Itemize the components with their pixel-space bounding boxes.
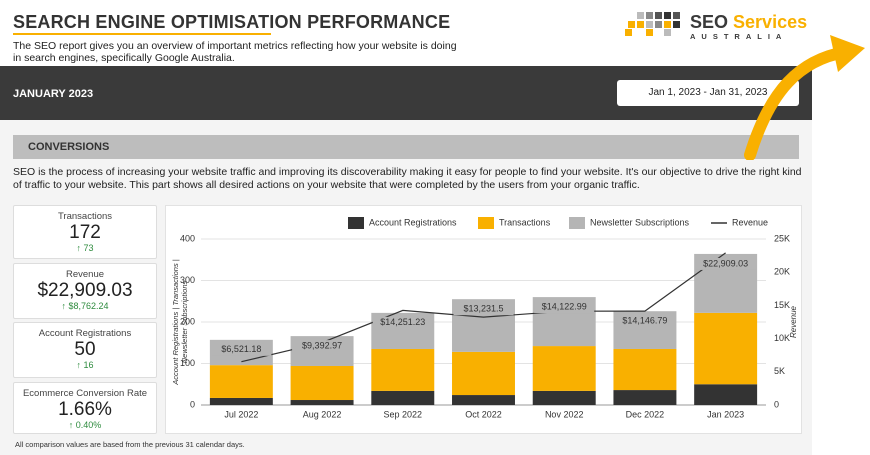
y2-tick-label: 20K bbox=[774, 267, 790, 277]
y2-axis-label: Revenue bbox=[789, 305, 798, 338]
bar-segment bbox=[532, 390, 596, 405]
logo-main: SEO bbox=[690, 12, 729, 32]
bar-segment bbox=[694, 384, 758, 405]
y-axis-label: Newsletter Subscriptions bbox=[180, 280, 189, 363]
report-title: SEARCH ENGINE OPTIMISATION PERFORMANCE bbox=[13, 12, 451, 32]
up-arrow: ↑ bbox=[76, 243, 84, 253]
section-bar bbox=[13, 135, 799, 159]
kpi-change-value: 0.40% bbox=[75, 420, 102, 430]
x-tick-label: Jul 2022 bbox=[224, 409, 258, 419]
kpi-value: 50 bbox=[74, 339, 96, 360]
kpi-label: Ecommerce Conversion Rate bbox=[22, 388, 148, 399]
kpi-change: ↑ $8,762.24 bbox=[14, 301, 156, 311]
y2-tick-label: 0 bbox=[774, 399, 779, 409]
y-tick-label: 400 bbox=[180, 233, 195, 243]
report-description: The SEO report gives you an overview of … bbox=[13, 40, 457, 64]
value-label: $6,521.18 bbox=[221, 344, 261, 354]
logo-sub: AUSTRALIA bbox=[690, 32, 788, 41]
logo-mark bbox=[625, 12, 680, 36]
bar-segment bbox=[613, 390, 677, 405]
x-tick-label: Sep 2022 bbox=[384, 409, 423, 419]
decorative-arrow bbox=[744, 35, 865, 160]
value-label-bg bbox=[534, 301, 595, 314]
value-label: $9,392.97 bbox=[302, 340, 342, 350]
up-arrow: ↑ bbox=[61, 301, 69, 311]
up-arrow: ↑ bbox=[68, 420, 76, 430]
value-label-bg bbox=[614, 315, 675, 328]
x-tick-label: Oct 2022 bbox=[465, 409, 502, 419]
legend-label: Account Registrations bbox=[369, 217, 457, 227]
bar-segment bbox=[694, 312, 758, 385]
legend-label: Revenue bbox=[732, 217, 768, 227]
legend-label: Newsletter Subscriptions bbox=[590, 217, 690, 227]
bar-segment bbox=[613, 348, 677, 391]
legend-swatch bbox=[348, 217, 364, 229]
bar-segment bbox=[209, 397, 273, 405]
kpi-card: Transactions 172 ↑ 73 bbox=[13, 205, 157, 259]
kpi-value: $22,909.03 bbox=[37, 280, 133, 301]
y-tick-label: 300 bbox=[180, 275, 195, 285]
legend-label: Transactions bbox=[499, 217, 551, 227]
value-label: $14,251.23 bbox=[380, 317, 425, 327]
value-label-bg bbox=[372, 316, 433, 329]
value-label-bg bbox=[695, 257, 756, 270]
value-label: $13,231.5 bbox=[463, 304, 503, 314]
kpi-card: Ecommerce Conversion Rate 1.66% ↑ 0.40% bbox=[13, 382, 157, 434]
y2-tick-label: 15K bbox=[774, 300, 790, 310]
bar-segment bbox=[290, 365, 354, 401]
kpi-label: Account Registrations bbox=[38, 328, 132, 339]
legend-swatch bbox=[478, 217, 494, 229]
title-underline bbox=[13, 33, 271, 35]
y-tick-label: 0 bbox=[190, 399, 195, 409]
section-description: SEO is the process of increasing your we… bbox=[13, 166, 802, 191]
kpi-change-value: 73 bbox=[83, 243, 94, 253]
x-tick-label: Dec 2022 bbox=[626, 409, 665, 419]
x-tick-label: Nov 2022 bbox=[545, 409, 584, 419]
bar-segment bbox=[452, 395, 515, 405]
y2-tick-label: 25K bbox=[774, 233, 790, 243]
y-tick-label: 200 bbox=[180, 316, 195, 326]
kpi-label: Transactions bbox=[57, 211, 113, 222]
value-label-bg bbox=[211, 343, 272, 356]
kpi-change-value: $8,762.24 bbox=[68, 301, 109, 311]
x-tick-label: Aug 2022 bbox=[303, 409, 342, 419]
legend-swatch bbox=[569, 217, 585, 229]
logo-text: SEO Services bbox=[690, 12, 807, 33]
chart: 0 100 200 300 400 0 5K 10K 15K 20K 25K Account Regi… bbox=[165, 205, 802, 434]
value-label: $14,122.99 bbox=[542, 301, 587, 311]
value-label-bg bbox=[453, 303, 514, 316]
period-label: JANUARY 2023 bbox=[13, 88, 94, 100]
bar-segment bbox=[452, 351, 515, 396]
bar-segment bbox=[532, 346, 596, 391]
bar-segment bbox=[290, 400, 354, 405]
kpi-label: Revenue bbox=[65, 269, 105, 280]
y-tick-label: 100 bbox=[180, 358, 195, 368]
value-label-bg bbox=[292, 340, 353, 353]
value-label: $22,909.03 bbox=[703, 258, 748, 268]
footnote: All comparison values are based from the… bbox=[15, 440, 245, 449]
kpi-card: Account Registrations 50 ↑ 16 bbox=[13, 322, 157, 378]
section-title: CONVERSIONS bbox=[28, 141, 110, 153]
logo-accent: Services bbox=[733, 12, 808, 32]
up-arrow: ↑ bbox=[76, 360, 84, 370]
kpi-change: ↑ 0.40% bbox=[14, 420, 156, 430]
kpi-change: ↑ 16 bbox=[14, 360, 156, 370]
bar-segment bbox=[371, 348, 435, 391]
kpi-change-value: 16 bbox=[83, 360, 94, 370]
bar-segment bbox=[209, 365, 273, 398]
bar-segment bbox=[371, 390, 435, 405]
kpi-value: 1.66% bbox=[58, 399, 112, 420]
y2-tick-label: 10K bbox=[774, 333, 790, 343]
y2-tick-label: 5K bbox=[774, 366, 785, 376]
x-tick-label: Jan 2023 bbox=[707, 409, 744, 419]
kpi-change: ↑ 73 bbox=[14, 243, 156, 253]
kpi-card: Revenue $22,909.03 ↑ $8,762.24 bbox=[13, 263, 157, 319]
value-label: $14,146.79 bbox=[622, 316, 667, 326]
y-axis-label: Account Registrations | Transactions | bbox=[171, 259, 180, 386]
kpi-value: 172 bbox=[69, 222, 101, 243]
